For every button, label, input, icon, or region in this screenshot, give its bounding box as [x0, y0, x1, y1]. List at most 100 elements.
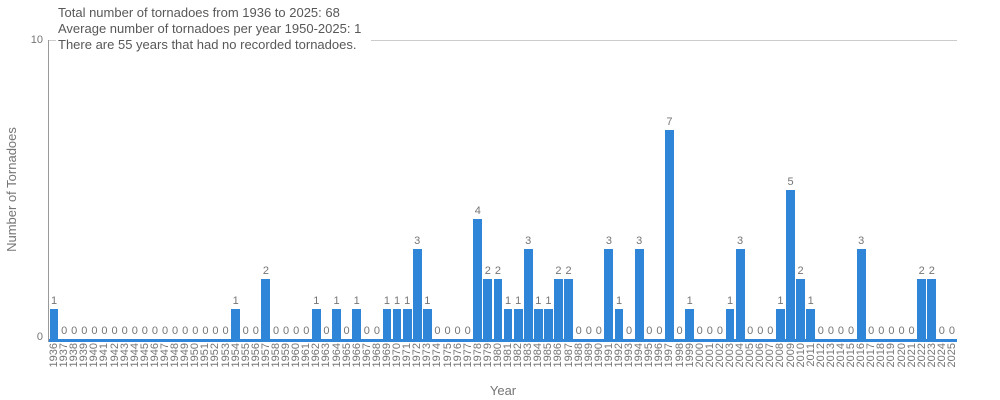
bar-value-label-1998: 0	[676, 325, 683, 337]
bar-value-label-1981: 1	[504, 295, 512, 308]
bar-value-label-1992: 1	[615, 295, 623, 308]
annotation-zero-years-line: There are 55 years that had no recorded …	[58, 37, 357, 52]
bar-value-label-1942: 0	[111, 325, 118, 337]
bar-value-label-2002: 0	[716, 325, 723, 337]
bar-value-label-2007: 0	[767, 325, 774, 337]
bar-value-label-1947: 0	[161, 325, 169, 337]
bar-1987	[564, 279, 573, 339]
bar-value-label-1983: 3	[525, 235, 532, 248]
x-axis-labels: 1936 1937 1938 1939 1940 1941 1942 1943 1944 1945…	[48, 343, 958, 389]
bar-1936	[49, 309, 59, 339]
bar-1980	[493, 279, 503, 339]
x-tick-2025: 2025	[945, 343, 958, 368]
x-axis-baseline	[49, 339, 957, 342]
bar-value-label-1964: 1	[333, 295, 340, 308]
bar-value-label-1994: 3	[636, 235, 643, 248]
bar-value-label-2020: 0	[898, 325, 905, 337]
bar-value-label-1941: 0	[101, 325, 108, 337]
bar-value-label-2008: 1	[777, 295, 784, 308]
bar-value-label-2025: 0	[948, 325, 956, 337]
bar-value-label-1972: 3	[414, 235, 421, 248]
bar-value-label-1969: 1	[383, 295, 391, 308]
bar-2004	[735, 249, 745, 339]
bar-value-label-1937: 0	[61, 325, 68, 337]
y-axis-title-container: Number of Tornadoes	[2, 40, 20, 339]
bar-2003	[725, 309, 735, 339]
bar-value-label-2001: 0	[706, 325, 713, 337]
bar-value-label-1976: 0	[454, 325, 461, 337]
annotation-total-line: Total number of tornadoes from 1936 to 2…	[58, 5, 340, 20]
bar-value-label-1974: 0	[434, 325, 441, 337]
bar-value-label-2005: 0	[747, 325, 754, 337]
bar-value-label-1975: 0	[444, 325, 451, 337]
bar-value-label-1965: 0	[343, 325, 350, 337]
bar-1969	[382, 309, 392, 339]
bar-value-label-1970: 1	[394, 295, 401, 308]
bar-value-label-1977: 0	[464, 325, 471, 337]
y-axis-line	[48, 40, 49, 342]
bar-value-label-2004: 3	[737, 235, 744, 248]
bar-value-label-1984: 1	[535, 295, 542, 308]
bar-1962	[311, 309, 321, 339]
bar-1972	[412, 249, 422, 339]
bar-value-label-2006: 0	[757, 325, 764, 337]
bar-value-label-1952: 0	[212, 325, 219, 337]
bar-1973	[422, 309, 432, 339]
bar-value-label-1973: 1	[424, 295, 431, 308]
bar-2023	[927, 279, 937, 339]
bar-value-label-2015: 0	[848, 325, 855, 337]
bar-2008	[776, 309, 785, 339]
bar-value-label-2016: 3	[858, 235, 865, 248]
y-axis-title: Number of Tornadoes	[3, 127, 19, 252]
bar-value-label-1938: 0	[71, 325, 78, 337]
bar-value-label-1988: 0	[575, 325, 582, 337]
bar-value-label-1943: 0	[121, 325, 128, 337]
bar-value-label-1951: 0	[202, 325, 209, 337]
bar-value-label-1953: 0	[222, 325, 229, 337]
bar-1979	[483, 279, 493, 339]
chart-annotation: Total number of tornadoes from 1936 to 2…	[56, 3, 372, 55]
y-axis-tick-10: 10	[30, 34, 43, 46]
bar-value-label-2019: 0	[888, 325, 895, 337]
bar-value-label-1939: 0	[81, 325, 88, 337]
y-axis-tick-0: 0	[36, 331, 43, 343]
bar-1970	[392, 309, 402, 339]
bar-value-label-2022: 2	[918, 265, 925, 278]
bar-value-label-2013: 0	[827, 325, 834, 337]
bar-1957	[261, 279, 271, 339]
bar-value-label-2009: 5	[787, 175, 794, 188]
bar-1991	[604, 249, 614, 339]
bar-value-label-1948: 0	[172, 325, 179, 337]
bar-value-label-1957: 2	[262, 265, 269, 278]
bar-value-label-1986: 2	[555, 265, 562, 278]
bar-1964	[332, 309, 341, 339]
bar-2010	[796, 279, 806, 339]
bar-value-label-2018: 0	[878, 325, 885, 337]
bar-value-label-1991: 3	[605, 235, 612, 248]
bar-value-label-1980: 2	[494, 265, 502, 278]
bar-value-label-1989: 0	[585, 325, 592, 337]
bar-value-label-1963: 0	[323, 325, 330, 337]
bar-value-label-1944: 0	[131, 325, 138, 337]
top-gridline	[48, 40, 957, 41]
bar-value-label-2011: 1	[807, 295, 814, 308]
bar-2022	[917, 279, 927, 339]
bar-1971	[402, 309, 412, 339]
bar-value-label-1966: 1	[353, 295, 360, 308]
bar-value-label-1949: 0	[182, 325, 189, 337]
bar-1981	[503, 309, 513, 339]
bar-2009	[786, 189, 795, 339]
bar-1999	[685, 309, 695, 339]
bar-value-label-2000: 0	[696, 325, 703, 337]
bar-1985	[543, 309, 553, 339]
bar-value-label-1993: 0	[626, 325, 633, 337]
bar-1983	[523, 249, 533, 339]
bar-value-label-2003: 1	[726, 295, 734, 308]
bar-value-label-2012: 0	[817, 325, 824, 337]
bar-2011	[806, 309, 816, 339]
bar-value-label-1950: 0	[192, 325, 199, 337]
annotation-average-line: Average number of tornadoes per year 195…	[58, 21, 362, 36]
bar-value-label-1945: 0	[141, 325, 148, 337]
